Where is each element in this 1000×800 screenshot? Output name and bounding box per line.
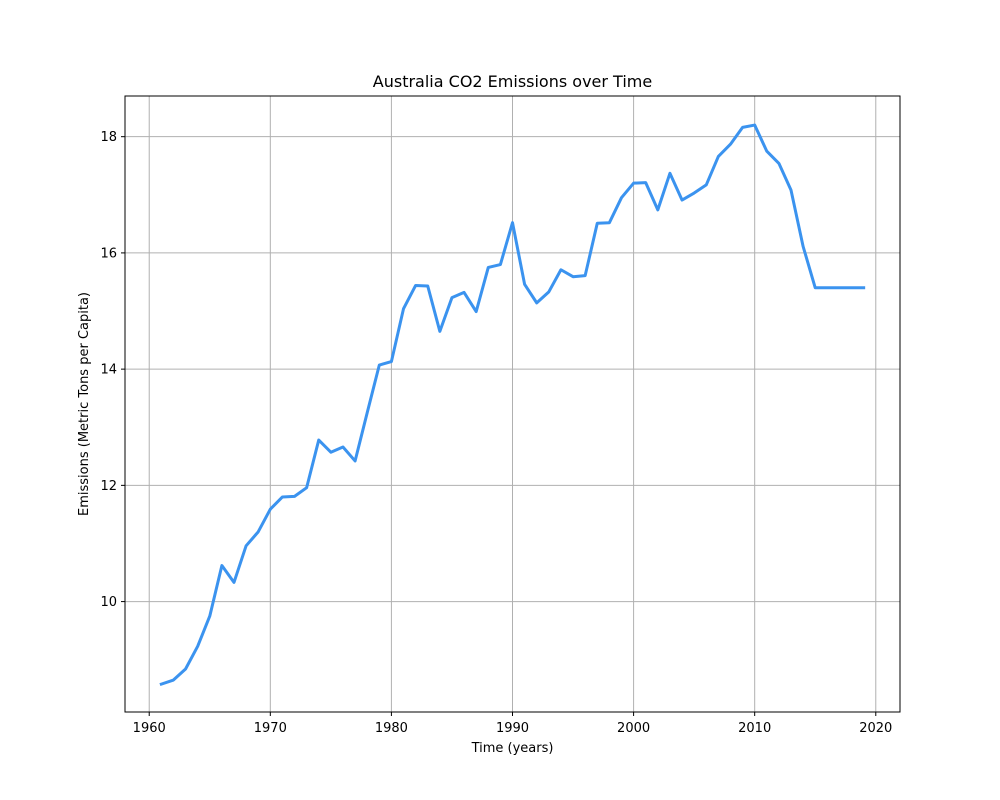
x-tick-label: 2000: [617, 721, 650, 736]
y-tick-label: 10: [100, 595, 117, 610]
chart-title: Australia CO2 Emissions over Time: [373, 72, 652, 91]
x-tick-label: 2010: [738, 721, 771, 736]
x-tick-label: 1970: [254, 721, 287, 736]
x-axis-ticks: 1960 1970 1980 1990 2000 2010 2020: [133, 712, 892, 736]
y-tick-label: 16: [100, 246, 117, 261]
plot-series: [159, 123, 866, 687]
y-tick-label: 12: [100, 479, 117, 494]
x-tick-label: 1990: [496, 721, 529, 736]
y-grid: [125, 136, 900, 603]
emissions-series-line: [159, 123, 866, 687]
y-tick-label: 18: [100, 130, 117, 145]
x-tick-label: 2020: [859, 721, 892, 736]
x-axis-label: Time (years): [471, 741, 554, 756]
y-tick-label: 14: [100, 363, 117, 378]
x-tick-label: 1960: [133, 721, 166, 736]
x-tick-label: 1980: [375, 721, 408, 736]
y-axis-ticks: 10 12 14 16 18: [100, 130, 125, 610]
x-grid: [148, 96, 877, 712]
y-axis-label: Emissions (Metric Tons per Capita): [77, 292, 92, 516]
